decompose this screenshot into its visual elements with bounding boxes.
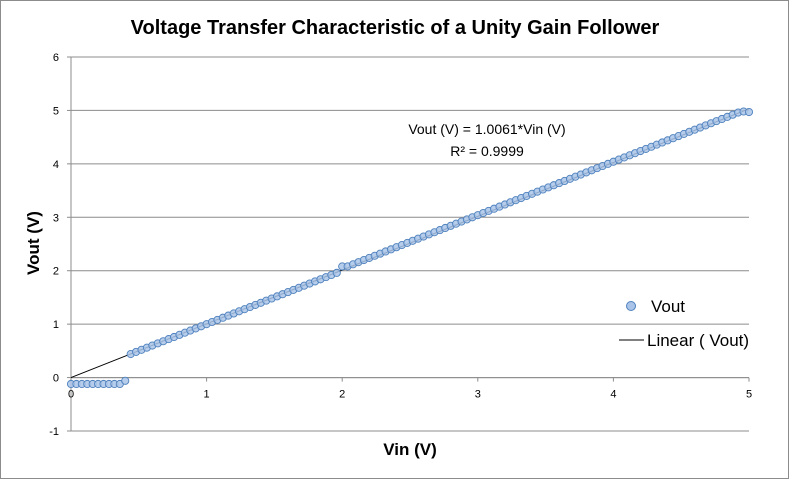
x-tick-label: 0 [68,389,74,401]
data-points [66,107,754,389]
data-point-vout [332,268,341,277]
data-point-vout [744,107,754,117]
x-tick-label: 2 [339,389,345,401]
tick-labels: -1 0 1 2 3 4 5 6 0 1 2 3 4 5 [49,52,752,438]
legend-label-vout: Vout [651,297,685,316]
legend-label-linear: Linear ( Vout) [647,331,749,350]
x-axis-title: Vin (V) [383,440,437,459]
axes [67,56,750,432]
y-axis-title: Vout (V) [24,211,43,275]
y-tick-label: 1 [53,319,59,331]
legend-marker-vout [626,301,636,311]
chart-title: Voltage Transfer Characteristic of a Uni… [131,17,660,39]
data-point-vout [121,376,130,385]
legend: Vout Linear ( Vout) [619,297,749,350]
x-tick-label: 5 [746,389,752,401]
x-tick-label: 4 [610,389,616,401]
y-tick-label: -1 [49,426,59,438]
y-tick-label: 6 [53,52,59,64]
x-tick-label: 3 [475,389,481,401]
y-tick-label: 3 [53,212,59,224]
y-tick-label: 4 [53,159,59,171]
x-tick-label: 1 [204,389,210,401]
y-tick-label: 2 [53,266,59,278]
r-squared-label: R² = 0.9999 [450,143,524,159]
y-tick-label: 0 [53,373,59,385]
y-tick-label: 5 [53,105,59,117]
trendline-equation: Vout (V) = 1.0061*Vin (V) [408,121,565,137]
